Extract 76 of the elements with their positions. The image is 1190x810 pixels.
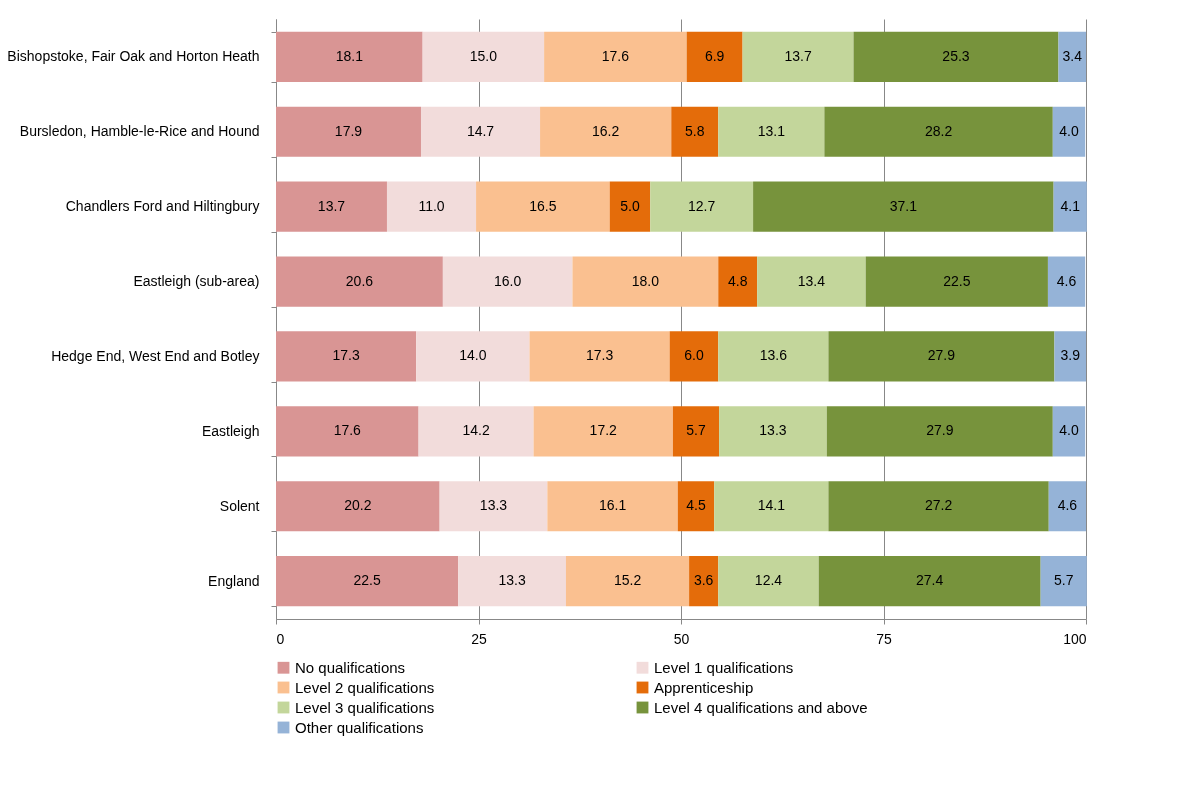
data-label: 4.0	[1059, 422, 1079, 439]
data-label: 14.0	[459, 347, 487, 364]
data-label: 4.5	[686, 497, 706, 514]
data-label: 15.2	[613, 572, 642, 589]
data-label: 3.4	[1062, 47, 1083, 64]
data-label: 13.7	[784, 47, 812, 64]
x-tick-label: 25	[471, 630, 487, 647]
y-tick-label: Bishopstoke, Fair Oak and Horton Heath	[7, 48, 260, 65]
data-label: 6.9	[704, 47, 725, 64]
data-label: 16.1	[598, 497, 627, 514]
data-label: 5.8	[685, 122, 705, 139]
y-tick-label: Eastleigh	[201, 422, 260, 439]
y-tick-label: Bursledon, Hamble-le-Rice and Hound	[19, 123, 260, 140]
data-label: 27.4	[916, 572, 944, 589]
data-label: 4.0	[1059, 122, 1079, 139]
data-label: 11.0	[418, 197, 445, 214]
data-label: 16.0	[494, 272, 522, 289]
data-label: 18.1	[335, 47, 364, 64]
data-label: 5.7	[686, 422, 706, 439]
x-tick-label: 0	[276, 630, 285, 647]
data-label: 4.6	[1056, 272, 1077, 289]
data-label: 13.7	[317, 197, 346, 214]
data-label: 27.9	[927, 347, 956, 364]
legend-label: Level 2 qualifications	[295, 678, 435, 696]
data-label: 12.7	[688, 197, 716, 214]
data-label: 14.1	[757, 497, 786, 514]
data-label: 13.1	[757, 122, 786, 139]
legend-label: Level 3 qualifications	[295, 698, 435, 716]
x-tick-label: 50	[673, 630, 690, 647]
data-label: 18.0	[631, 272, 660, 289]
data-label: 27.2	[924, 497, 953, 514]
data-label: 17.2	[589, 422, 618, 439]
data-label: 37.1	[889, 197, 918, 214]
data-label: 20.2	[344, 497, 372, 514]
legend-label: Level 4 qualifications and above	[654, 698, 868, 716]
data-label: 17.9	[334, 122, 363, 139]
data-label: 15.0	[469, 47, 498, 64]
y-tick-label: Chandlers Ford and Hiltingbury	[65, 198, 260, 215]
data-label: 13.3	[498, 572, 526, 589]
y-tick-label: England	[208, 572, 260, 589]
data-label: 3.9	[1060, 347, 1081, 364]
data-label: 17.3	[585, 347, 614, 364]
data-label: 3.6	[693, 572, 714, 589]
data-label: 14.7	[466, 122, 495, 139]
data-label: 6.0	[684, 347, 704, 364]
legend-label: Level 1 qualifications	[654, 658, 794, 676]
data-label: 16.5	[529, 197, 557, 214]
data-label: 12.4	[754, 572, 783, 589]
data-label: 17.3	[332, 347, 360, 364]
data-label: 14.2	[462, 422, 490, 439]
data-label: 22.5	[943, 272, 971, 289]
data-label: 20.6	[345, 272, 374, 289]
data-label: 5.7	[1053, 572, 1074, 589]
data-label: 28.2	[924, 122, 953, 139]
data-label: 5.0	[620, 197, 640, 214]
data-label: 13.3	[759, 422, 787, 439]
data-label: 22.5	[353, 572, 381, 589]
data-label: 27.9	[926, 422, 954, 439]
data-label: 13.4	[797, 272, 826, 289]
y-tick-label: Solent	[219, 497, 260, 514]
data-label: 13.6	[759, 347, 788, 364]
data-label: 25.3	[942, 47, 970, 64]
x-tick-label: 100	[1063, 630, 1087, 647]
x-tick-label: 75	[876, 630, 892, 647]
data-label: 4.1	[1060, 197, 1081, 214]
data-label: 4.8	[727, 272, 748, 289]
legend-label: Other qualifications	[295, 718, 424, 736]
y-tick-label: Eastleigh (sub-area)	[133, 273, 260, 290]
legend-label: No qualifications	[295, 658, 406, 676]
y-tick-label: Hedge End, West End and Botley	[51, 347, 260, 364]
data-label: 17.6	[333, 422, 362, 439]
legend-label: Apprenticeship	[654, 678, 754, 696]
data-label: 13.3	[479, 497, 508, 514]
data-label: 17.6	[601, 47, 630, 64]
data-label: 16.2	[592, 122, 620, 139]
data-label: 4.6	[1057, 497, 1078, 514]
